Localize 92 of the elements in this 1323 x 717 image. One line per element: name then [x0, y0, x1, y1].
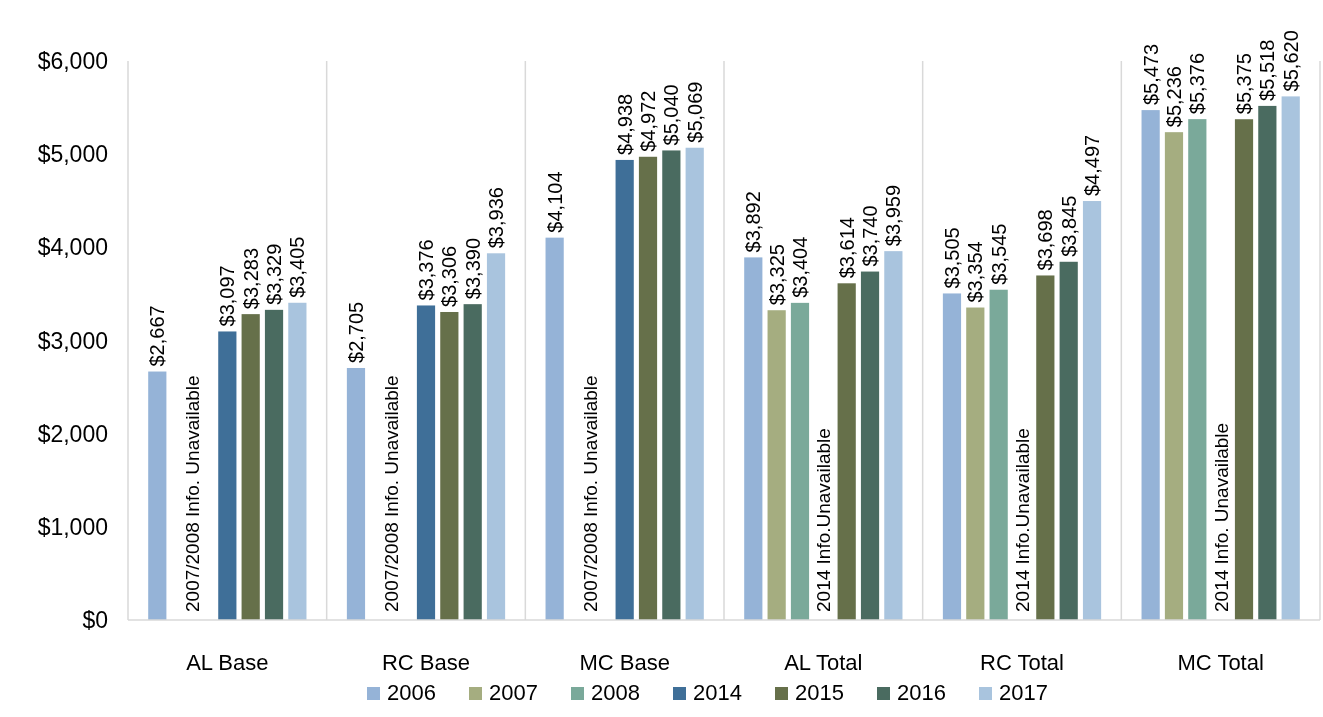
bar [1164, 132, 1184, 620]
data-label: $2,667 [146, 305, 169, 367]
data-label: $5,518 [1256, 39, 1279, 101]
legend-label: 2016 [897, 680, 946, 705]
bar [790, 302, 810, 620]
bar [346, 367, 366, 620]
bar [241, 314, 260, 620]
bar [685, 147, 704, 620]
x-tick-label: RC Base [381, 650, 471, 675]
data-label: $3,959 [882, 184, 905, 247]
y-tick-label: $3,000 [37, 327, 108, 354]
bar [615, 159, 634, 620]
bar [1281, 96, 1300, 620]
bar [638, 156, 658, 620]
annotation: 2014 Info.Unavailable [1012, 428, 1033, 612]
bar [264, 309, 284, 620]
data-label: $3,404 [788, 236, 811, 298]
legend-label: 2006 [387, 680, 436, 705]
bar [218, 331, 237, 620]
bar [1082, 201, 1102, 620]
bar [744, 257, 763, 620]
data-label: $5,620 [1279, 30, 1302, 92]
bar [942, 293, 962, 620]
legend-label: 2008 [591, 680, 640, 705]
data-label: $5,040 [660, 84, 683, 146]
data-label: $3,545 [987, 223, 1010, 285]
y-tick-label: $5,000 [37, 141, 108, 168]
x-tick-label: AL Total [784, 650, 863, 675]
data-label: $3,354 [964, 241, 987, 303]
x-tick-label: RC Total [980, 650, 1064, 675]
data-label: $3,892 [742, 191, 765, 253]
data-label: $3,936 [485, 187, 508, 249]
legend-label: 2007 [489, 680, 538, 705]
bar [148, 371, 167, 620]
y-tick-label: $0 [82, 607, 108, 634]
bar [440, 311, 459, 620]
bar [884, 251, 903, 620]
data-label: $4,497 [1081, 134, 1104, 197]
bar [1188, 119, 1207, 620]
bar [416, 305, 436, 620]
data-label: $5,236 [1162, 66, 1185, 128]
y-tick-label: $1,000 [37, 513, 108, 540]
data-label: $3,283 [239, 247, 262, 310]
data-label: $5,069 [683, 81, 706, 143]
bar [989, 289, 1008, 620]
data-label: $3,329 [263, 243, 286, 305]
bar [1059, 261, 1078, 620]
x-tick-label: AL Base [186, 650, 269, 675]
legend-label: 2017 [999, 680, 1048, 705]
bar [1141, 110, 1160, 620]
bar [837, 283, 856, 620]
bar [1234, 119, 1254, 620]
data-label: $4,104 [543, 171, 566, 233]
annotation: 2007/2008 Info. Unavailable [579, 375, 601, 612]
data-label: $3,405 [286, 236, 309, 298]
data-label: $3,390 [461, 237, 484, 300]
y-tick-label: $6,000 [37, 48, 108, 75]
bar [1036, 275, 1055, 620]
data-label: $3,698 [1034, 209, 1057, 271]
annotation: 2014 Info. Unavailable [1210, 422, 1232, 612]
data-label: $2,705 [344, 301, 367, 363]
data-label: $4,938 [613, 93, 636, 155]
data-label: $3,376 [415, 239, 437, 301]
data-label: $3,097 [216, 265, 239, 327]
data-label: $5,375 [1233, 53, 1256, 115]
bar [1258, 105, 1277, 620]
bar [463, 304, 482, 620]
annotation: 2007/2008 Info. Unavailable [182, 375, 204, 612]
data-label: $3,306 [438, 245, 461, 307]
bar [767, 310, 786, 620]
y-tick-label: $2,000 [37, 420, 108, 447]
legend-label: 2015 [795, 680, 844, 705]
bar [662, 150, 681, 620]
data-label: $3,740 [859, 205, 882, 267]
data-label: $4,972 [637, 90, 660, 152]
x-tick-label: MC Total [1177, 650, 1264, 675]
annotation: 2014 Info.Unavailable [813, 428, 835, 612]
data-label: $3,505 [940, 227, 963, 289]
data-label: $5,376 [1186, 52, 1209, 115]
legend-label: 2014 [693, 680, 742, 705]
data-label: $3,614 [835, 217, 858, 279]
bar [486, 253, 506, 620]
annotation: 2007/2008 Info. Unavailable [380, 375, 402, 612]
bar [545, 237, 564, 620]
y-tick-label: $4,000 [37, 234, 108, 261]
bar [966, 307, 985, 620]
x-tick-label: MC Base [579, 650, 670, 675]
bar [288, 302, 307, 620]
data-label: $3,845 [1057, 195, 1080, 257]
data-label: $3,325 [765, 244, 788, 306]
bar [860, 271, 880, 620]
data-label: $5,473 [1139, 43, 1162, 106]
